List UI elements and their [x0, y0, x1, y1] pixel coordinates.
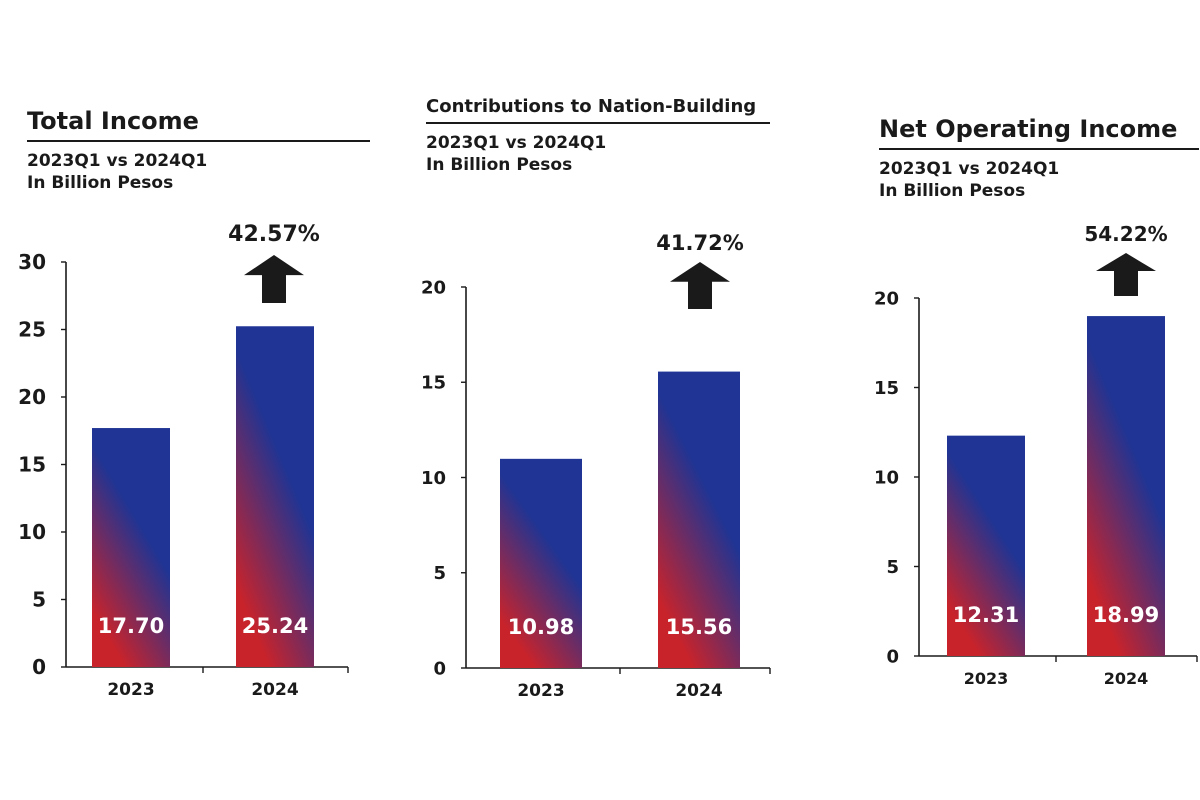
increase-arrow-icon [670, 262, 730, 309]
y-tick-label: 20 [874, 288, 899, 309]
increase-arrow-icon [1096, 253, 1156, 296]
x-category-label: 2024 [1104, 669, 1149, 688]
change-percent-label: 54.22% [1084, 222, 1167, 246]
y-tick-label: 15 [874, 378, 899, 399]
x-category-label: 2024 [251, 680, 298, 700]
x-category-label: 2023 [107, 680, 154, 700]
chart-subtitle: 2023Q1 vs 2024Q1 In Billion Pesos [426, 132, 770, 176]
title-underline [27, 139, 370, 142]
y-tick-label: 0 [433, 658, 446, 679]
y-tick-label: 25 [18, 318, 46, 342]
chart-0: 0 5 10 15 20 25 30 17.70 2023 25.24 2024 42.57% [18, 222, 349, 700]
x-category-label: 2023 [964, 669, 1009, 688]
title-underline [879, 147, 1199, 150]
bar-2023 [500, 458, 582, 668]
chart-subtitle: 2023Q1 vs 2024Q1 In Billion Pesos [27, 150, 370, 194]
subtitle-period: 2023Q1 vs 2024Q1 [426, 132, 607, 153]
contributions-header: Contributions to Nation-Building 2023Q1 … [426, 96, 770, 176]
bar-value-label: 18.99 [1093, 603, 1159, 627]
subtitle-units: In Billion Pesos [879, 180, 1026, 201]
chart-subtitle: 2023Q1 vs 2024Q1 In Billion Pesos [879, 158, 1199, 202]
y-tick-label: 20 [18, 385, 46, 409]
chart-1: 0 5 10 15 20 10.98 2023 15.56 2024 41.72% [421, 231, 771, 701]
subtitle-period: 2023Q1 vs 2024Q1 [27, 150, 208, 171]
change-percent-label: 41.72% [656, 231, 743, 255]
subtitle-units: In Billion Pesos [27, 172, 174, 193]
title-underline [426, 121, 770, 124]
chart-title: Contributions to Nation-Building [426, 96, 757, 117]
chart-title: Total Income [27, 107, 199, 135]
y-tick-label: 10 [421, 468, 446, 489]
subtitle-period: 2023Q1 vs 2024Q1 [879, 158, 1060, 179]
change-percent-label: 42.57% [228, 222, 320, 247]
y-tick-label: 20 [421, 277, 446, 298]
bar-value-label: 17.70 [98, 614, 164, 638]
chart-title: Net Operating Income [879, 115, 1178, 143]
y-tick-label: 15 [421, 373, 446, 394]
bar-2024 [236, 326, 314, 667]
bar-2024 [1087, 316, 1165, 656]
y-tick-label: 5 [433, 563, 446, 584]
bar-2023 [947, 435, 1025, 656]
y-tick-label: 10 [874, 467, 899, 488]
bar-2023 [92, 428, 170, 667]
bar-value-label: 10.98 [508, 615, 574, 639]
total-income-header: Total Income 2023Q1 vs 2024Q1 In Billion… [27, 107, 370, 194]
x-category-label: 2024 [675, 681, 722, 701]
y-tick-label: 0 [32, 655, 46, 679]
y-tick-label: 5 [886, 557, 899, 578]
bar-value-label: 15.56 [666, 615, 732, 639]
y-tick-label: 30 [18, 250, 46, 274]
y-tick-label: 0 [886, 646, 899, 667]
net-operating-income-header: Net Operating Income 2023Q1 vs 2024Q1 In… [879, 115, 1199, 202]
x-category-label: 2023 [517, 681, 564, 701]
chart-2: 0 5 10 15 20 12.31 2023 18.99 2024 54.22% [874, 222, 1198, 688]
bar-value-label: 12.31 [953, 603, 1019, 627]
y-tick-label: 10 [18, 520, 46, 544]
bar-value-label: 25.24 [242, 614, 308, 638]
y-tick-label: 5 [32, 588, 46, 612]
increase-arrow-icon [244, 255, 304, 303]
y-tick-label: 15 [18, 453, 46, 477]
subtitle-units: In Billion Pesos [426, 154, 573, 175]
bar-2024 [658, 371, 740, 668]
